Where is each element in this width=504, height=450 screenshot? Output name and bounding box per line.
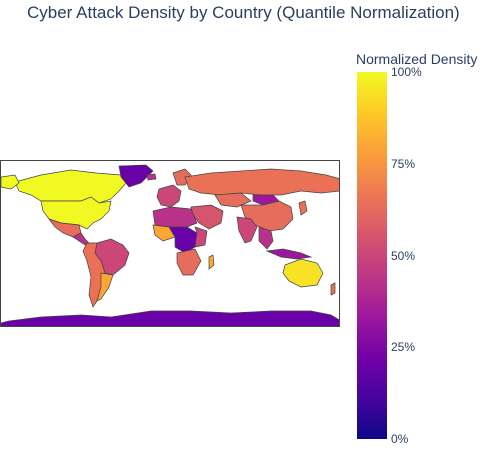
region-southern-africa[interactable] bbox=[176, 248, 202, 276]
region-russia[interactable] bbox=[184, 168, 340, 196]
region-indonesia[interactable] bbox=[265, 248, 313, 260]
region-australia[interactable] bbox=[282, 258, 324, 288]
region-kazakhstan[interactable] bbox=[214, 192, 252, 208]
region-europe-west[interactable] bbox=[156, 184, 182, 208]
colorbar-tick-0: 0% bbox=[391, 432, 409, 446]
colorbar-tick-50: 50% bbox=[391, 249, 416, 263]
region-alaska[interactable] bbox=[1, 174, 20, 190]
region-new-zealand[interactable] bbox=[330, 282, 336, 296]
region-canada[interactable] bbox=[14, 169, 127, 204]
colorbar[interactable] bbox=[357, 72, 387, 439]
world-map[interactable] bbox=[1, 161, 340, 327]
colorbar-title: Normalized Density bbox=[356, 51, 478, 67]
map-frame[interactable] bbox=[0, 160, 340, 327]
region-antarctica[interactable] bbox=[1, 310, 340, 327]
region-argentina[interactable] bbox=[96, 272, 114, 302]
region-japan[interactable] bbox=[298, 200, 308, 216]
region-central-africa[interactable] bbox=[168, 226, 198, 254]
region-west-africa[interactable] bbox=[152, 224, 176, 242]
chart-title: Cyber Attack Density by Country (Quantil… bbox=[27, 3, 460, 22]
region-iceland[interactable] bbox=[146, 173, 157, 181]
colorbar-tick-25: 25% bbox=[391, 340, 416, 354]
region-north-africa[interactable] bbox=[152, 206, 198, 228]
region-east-africa[interactable] bbox=[194, 226, 208, 248]
region-greenland[interactable] bbox=[118, 164, 154, 188]
colorbar-tick-75: 75% bbox=[391, 157, 416, 171]
colorbar-tick-100: 100% bbox=[391, 65, 422, 79]
region-southeast-asia[interactable] bbox=[258, 226, 274, 250]
region-madagascar[interactable] bbox=[208, 254, 215, 270]
region-middle-east[interactable] bbox=[190, 204, 224, 230]
region-india[interactable] bbox=[236, 216, 258, 244]
